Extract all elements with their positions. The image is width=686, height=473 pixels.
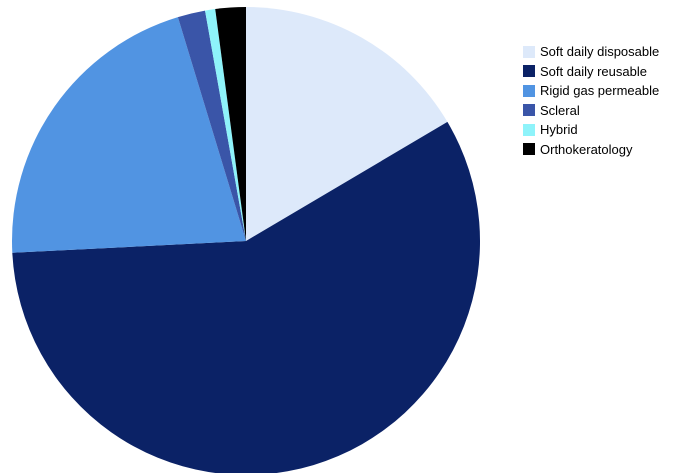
legend-label: Soft daily reusable (540, 63, 647, 79)
legend-item: Scleral (523, 101, 659, 121)
legend-item: Hybrid (523, 120, 659, 140)
legend-item: Soft daily reusable (523, 62, 659, 82)
legend-swatch (523, 143, 535, 156)
legend-label: Rigid gas permeable (540, 83, 660, 99)
pie-slice-soft-daily-reusable (12, 121, 480, 473)
legend-swatch (523, 65, 535, 78)
legend-item: Orthokeratology (523, 140, 659, 160)
legend-item: Rigid gas permeable (523, 81, 659, 101)
pie-slice-orthokeratology (215, 6, 246, 241)
legend-item: Soft daily disposable (523, 42, 659, 62)
pie-slice-scleral (177, 10, 246, 241)
legend-swatch (523, 123, 535, 136)
pie-slice-soft-daily-disposable (246, 7, 448, 241)
legend-swatch (523, 104, 535, 117)
legend-swatch (523, 45, 535, 58)
legend-label: Soft daily disposable (540, 44, 660, 60)
legend-label: Scleral (540, 102, 580, 118)
pie-slice-hybrid (205, 9, 246, 242)
legend-label: Hybrid (540, 122, 578, 138)
legend-swatch (523, 84, 535, 97)
legend-label: Orthokeratology (540, 141, 633, 157)
pie-slice-rigid-gas-permeable (12, 17, 247, 253)
chart-legend: Soft daily disposable Soft daily reusabl… (523, 42, 659, 159)
